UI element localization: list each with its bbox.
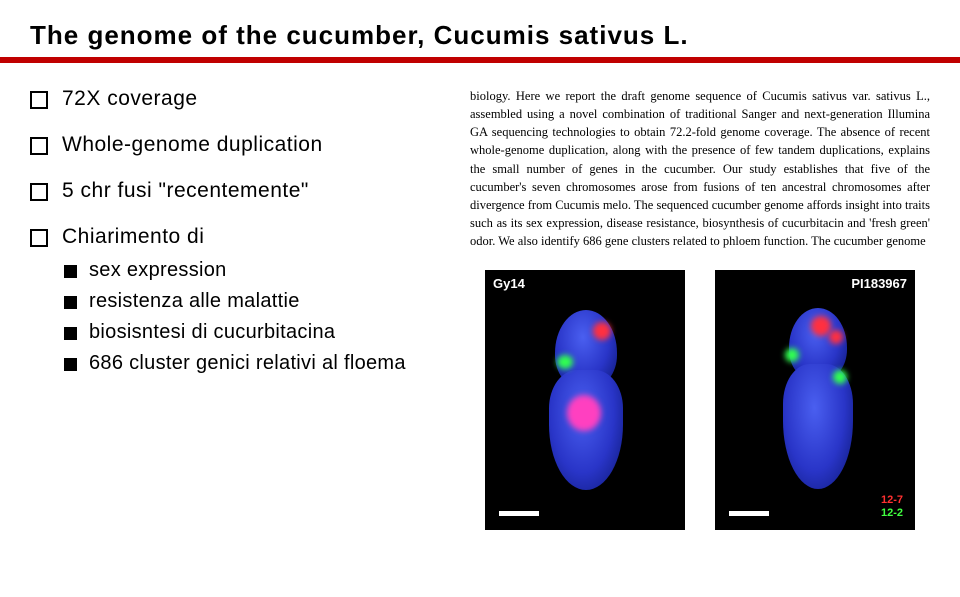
bullet-item: Chiarimento di [30, 225, 450, 249]
slide-title: The genome of the cucumber, Cucumis sati… [30, 20, 930, 51]
sub-bullet-item: sex expression [64, 259, 450, 282]
bullet-text: 72X coverage [62, 87, 198, 111]
sub-bullet-item: 686 cluster genici relativi al floema [64, 352, 450, 375]
bullet-text: Whole-genome duplication [62, 133, 323, 157]
sub-bullet-item: resistenza alle malattie [64, 290, 450, 313]
scale-bar [729, 511, 769, 516]
checkbox-icon [30, 229, 48, 247]
panel-legend: 12-7 12-2 [881, 494, 903, 520]
content-row: 72X coverage Whole-genome duplication 5 … [30, 87, 930, 530]
square-bullet-icon [64, 296, 77, 309]
chromo-panel-left: Gy14 [485, 270, 685, 530]
right-column: biology. Here we report the draft genome… [470, 87, 930, 530]
fish-signal [811, 316, 831, 336]
checkbox-icon [30, 91, 48, 109]
checkbox-icon [30, 137, 48, 155]
sub-bullet-item: biosisntesi di cucurbitacina [64, 321, 450, 344]
abstract-text: biology. Here we report the draft genome… [470, 87, 930, 250]
sub-bullet-text: resistenza alle malattie [89, 290, 300, 313]
bullet-text: 5 chr fusi "recentemente" [62, 179, 309, 203]
panel-label: Gy14 [493, 276, 525, 291]
square-bullet-icon [64, 265, 77, 278]
scale-bar [499, 511, 539, 516]
square-bullet-icon [64, 358, 77, 371]
bullet-item: Whole-genome duplication [30, 133, 450, 157]
bullet-list: 72X coverage Whole-genome duplication 5 … [30, 87, 450, 530]
panel-label: PI183967 [851, 276, 907, 291]
legend-red: 12-7 [881, 494, 903, 507]
chromosome-figure: Gy14 PI183967 [470, 270, 930, 530]
chromo-panel-right: PI183967 12-7 12-2 [715, 270, 915, 530]
square-bullet-icon [64, 327, 77, 340]
title-underline [0, 57, 960, 63]
checkbox-icon [30, 183, 48, 201]
fish-signal [567, 395, 601, 431]
bullet-item: 5 chr fusi "recentemente" [30, 179, 450, 203]
bullet-item: 72X coverage [30, 87, 450, 111]
legend-green: 12-2 [881, 507, 903, 520]
sub-bullet-text: biosisntesi di cucurbitacina [89, 321, 335, 344]
sub-bullet-text: 686 cluster genici relativi al floema [89, 352, 406, 375]
sub-bullet-text: sex expression [89, 259, 227, 282]
bullet-text: Chiarimento di [62, 225, 204, 249]
fish-signal [593, 322, 611, 340]
